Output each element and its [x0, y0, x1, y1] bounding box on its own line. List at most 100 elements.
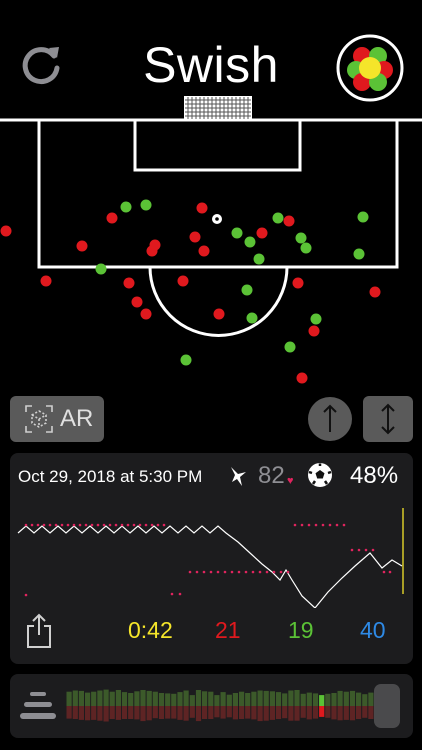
histogram-bar-missed[interactable] [183, 706, 189, 721]
histogram-bar-missed[interactable] [257, 706, 263, 722]
direction-up-button[interactable] [305, 396, 355, 442]
shot-made-dot[interactable] [300, 242, 312, 254]
shot-missed-dot[interactable] [308, 325, 320, 337]
performance-chart[interactable] [10, 508, 413, 608]
histogram-bar-missed[interactable] [165, 706, 171, 719]
shot-missed-dot[interactable] [131, 296, 143, 308]
histogram-bar-made[interactable] [325, 693, 331, 706]
histogram-bar-missed[interactable] [97, 706, 103, 721]
histogram-bar-missed[interactable] [177, 706, 183, 720]
histogram-bar-missed[interactable] [158, 706, 165, 719]
shot-missed-dot[interactable] [123, 277, 135, 289]
histogram-bar-missed[interactable] [356, 706, 362, 719]
histogram-bar-missed[interactable] [195, 706, 202, 722]
histogram-bar-made[interactable] [72, 690, 78, 707]
histogram-bar-missed[interactable] [171, 706, 177, 719]
shot-made-dot[interactable] [357, 211, 369, 223]
histogram-bar-made[interactable] [269, 691, 275, 706]
shot-missed-dot[interactable] [292, 277, 304, 289]
share-icon[interactable] [25, 613, 53, 649]
histogram-bar-made[interactable] [306, 692, 312, 706]
histogram-bar-missed[interactable] [103, 706, 109, 722]
histogram-bar-made[interactable] [103, 689, 109, 706]
shot-missed-dot[interactable] [283, 215, 295, 227]
histogram-bar-missed[interactable] [319, 706, 325, 717]
histogram-bar-made[interactable] [78, 690, 84, 706]
histogram-bar-made[interactable] [91, 691, 97, 706]
histogram-bar-missed[interactable] [208, 706, 214, 719]
histogram-bar-made[interactable] [226, 694, 232, 706]
histogram-bar-missed[interactable] [282, 706, 288, 719]
shot-made-dot[interactable] [253, 253, 265, 265]
session-timeline-bar[interactable] [10, 674, 413, 738]
histogram-bar-missed[interactable] [288, 706, 294, 721]
histogram-bar-missed[interactable] [189, 706, 195, 718]
shot-missed-dot[interactable] [0, 225, 12, 237]
histogram-bar-made[interactable] [349, 690, 356, 706]
histogram-bar-missed[interactable] [134, 706, 140, 720]
histogram-bar-made[interactable] [152, 691, 158, 706]
histogram-bar-made[interactable] [115, 690, 121, 706]
histogram-bar-made[interactable] [183, 690, 189, 707]
histogram-bar-missed[interactable] [312, 706, 319, 719]
shot-made-dot[interactable] [295, 232, 307, 244]
histogram-bar-made[interactable] [239, 691, 245, 706]
session-histogram[interactable] [66, 680, 374, 732]
histogram-bar-missed[interactable] [368, 706, 374, 719]
histogram-bar-made[interactable] [134, 691, 140, 706]
histogram-bar-made[interactable] [146, 690, 152, 706]
histogram-bar-missed[interactable] [331, 706, 337, 720]
shot-missed-dot[interactable] [369, 286, 381, 298]
histogram-bar-missed[interactable] [78, 706, 84, 720]
histogram-bar-made[interactable] [97, 690, 103, 707]
histogram-bar-made[interactable] [195, 690, 202, 706]
histogram-bar-made[interactable] [275, 692, 282, 706]
histogram-bar-made[interactable] [214, 695, 220, 706]
histogram-bar-made[interactable] [331, 693, 337, 706]
shot-missed-dot[interactable] [296, 372, 308, 384]
histogram-bar-missed[interactable] [251, 706, 257, 720]
stack-menu-icon[interactable] [18, 690, 58, 722]
histogram-bar-made[interactable] [251, 691, 257, 706]
histogram-bar-made[interactable] [337, 690, 343, 706]
histogram-bar-made[interactable] [85, 692, 91, 706]
histogram-bar-made[interactable] [121, 692, 128, 706]
histogram-bar-made[interactable] [165, 693, 171, 706]
histogram-bar-made[interactable] [312, 693, 319, 706]
timeline-scroll-handle[interactable] [374, 684, 400, 728]
shot-missed-dot[interactable] [106, 212, 118, 224]
shot-made-dot[interactable] [120, 201, 132, 213]
histogram-bar-missed[interactable] [232, 706, 238, 720]
shot-made-dot[interactable] [244, 236, 256, 248]
histogram-bar-missed[interactable] [300, 706, 306, 718]
histogram-bar-missed[interactable] [72, 706, 78, 719]
direction-both-button[interactable] [363, 396, 413, 442]
histogram-bar-missed[interactable] [349, 706, 356, 721]
shot-made-dot[interactable] [246, 312, 258, 324]
shot-map[interactable] [0, 0, 422, 395]
shot-missed-dot[interactable] [177, 275, 189, 287]
histogram-bar-made[interactable] [66, 691, 72, 706]
histogram-bar-made[interactable] [319, 695, 325, 706]
histogram-bar-missed[interactable] [91, 706, 97, 720]
histogram-bar-missed[interactable] [239, 706, 245, 719]
histogram-bar-missed[interactable] [245, 706, 251, 719]
histogram-bar-made[interactable] [171, 693, 177, 706]
shot-made-dot[interactable] [231, 227, 243, 239]
histogram-bar-missed[interactable] [128, 706, 134, 719]
histogram-bar-made[interactable] [368, 692, 374, 706]
histogram-bar-missed[interactable] [294, 706, 300, 721]
histogram-bar-missed[interactable] [121, 706, 128, 719]
shot-missed-dot[interactable] [76, 240, 88, 252]
ar-button[interactable]: AR [10, 396, 104, 442]
histogram-bar-made[interactable] [263, 690, 269, 706]
refresh-button[interactable] [18, 42, 64, 88]
histogram-bar-made[interactable] [158, 693, 165, 706]
shot-made-dot[interactable] [180, 354, 192, 366]
histogram-bar-missed[interactable] [146, 706, 152, 721]
session-panel[interactable]: Oct 29, 2018 at 5:30 PM 82 ♥ 48% 0:42 21… [10, 453, 413, 664]
histogram-bar-missed[interactable] [202, 706, 208, 719]
shot-missed-dot[interactable] [213, 308, 225, 320]
histogram-bar-made[interactable] [128, 693, 134, 706]
histogram-bar-missed[interactable] [140, 706, 146, 722]
